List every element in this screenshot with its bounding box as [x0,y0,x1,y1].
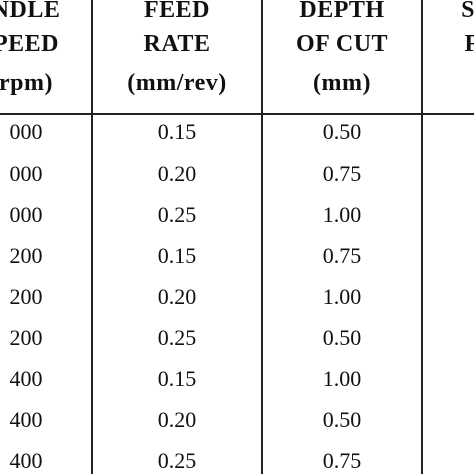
column-feed-rate: FEED RATE (mm/rev) 0.15 0.20 0.25 0.15 0… [92,0,262,474]
cell-spindle-r7: 400 [9,366,43,391]
cell-depth-r6: 0.50 [322,325,362,350]
column-depth-of-cut: DEPTH OF CUT (mm) 0.50 0.75 1.00 0.75 1.… [262,0,422,474]
header-feed-line-2: RATE [143,31,211,57]
cell-feed-r9: 0.25 [157,448,197,473]
cell-depth-r5: 1.00 [322,284,362,309]
cell-feed-r7: 0.15 [157,366,197,391]
header-spindle-line-3: rpm) [0,70,53,96]
column-spindle-speed: NDLE PEED rpm) 000 000 000 200 200 200 4… [0,0,92,474]
cell-spindle-r9: 400 [9,448,43,473]
cell-depth-r9: 0.75 [322,448,362,473]
cell-depth-r2: 0.75 [322,161,362,186]
header-depth-line-1: DEPTH [299,0,385,23]
cell-feed-r4: 0.15 [157,243,197,268]
cell-feed-r8: 0.20 [157,407,197,432]
header-depth-line-2: OF CUT [295,31,389,57]
cell-spindle-r2: 000 [9,161,43,186]
column-divider-1 [91,0,93,474]
cell-depth-r4: 0.75 [322,243,362,268]
cell-spindle-r4: 200 [9,243,43,268]
header-spindle-line-2: PEED [0,31,59,57]
cell-spindle-r6: 200 [9,325,43,350]
column-divider-2 [261,0,263,474]
header-surface-line-1: SU [461,0,474,23]
cell-depth-r1: 0.50 [322,119,362,144]
header-feed-line-1: FEED [143,0,210,23]
cell-feed-r6: 0.25 [157,325,197,350]
cell-feed-r3: 0.25 [157,202,197,227]
header-depth-line-3: (mm) [313,70,371,96]
header-feed-line-3: (mm/rev) [127,70,227,96]
cell-depth-r8: 0.50 [322,407,362,432]
cell-feed-r5: 0.20 [157,284,197,309]
cell-spindle-r1: 000 [9,119,43,144]
cell-spindle-r5: 200 [9,284,43,309]
cell-feed-r1: 0.15 [157,119,197,144]
column-divider-3 [421,0,423,474]
cell-depth-r7: 1.00 [322,366,362,391]
cell-depth-r3: 1.00 [322,202,362,227]
cell-spindle-r3: 000 [9,202,43,227]
header-spindle-line-1: NDLE [0,0,61,23]
cell-feed-r2: 0.20 [157,161,197,186]
header-surface-line-2: FI [464,31,474,57]
header-divider [0,113,474,115]
cell-spindle-r8: 400 [9,407,43,432]
column-surface-finish: SU FI [422,0,474,474]
